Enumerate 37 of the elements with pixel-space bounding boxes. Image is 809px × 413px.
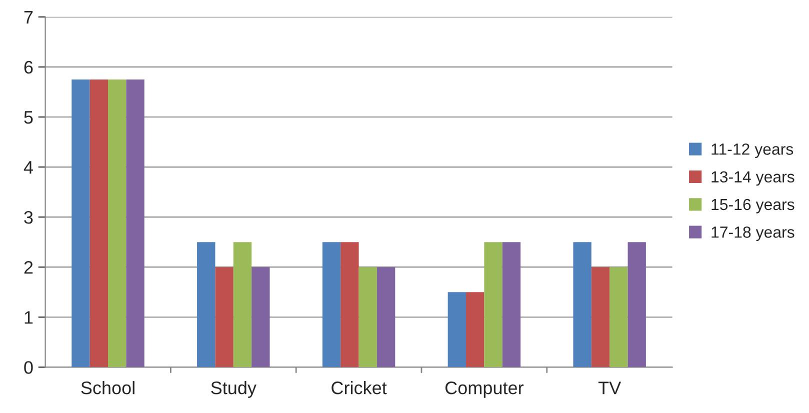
y-tick-label: 7 bbox=[24, 11, 33, 24]
bar bbox=[573, 242, 592, 368]
y-tick-label: 1 bbox=[24, 311, 33, 324]
y-tick-label: 2 bbox=[24, 261, 33, 274]
y-tick-label: 4 bbox=[24, 161, 33, 174]
bar bbox=[358, 267, 377, 368]
bar bbox=[90, 79, 108, 368]
bar bbox=[484, 242, 502, 368]
bar bbox=[502, 242, 521, 368]
bar bbox=[322, 242, 341, 368]
x-tick-label: Study bbox=[211, 381, 256, 398]
bar bbox=[340, 242, 359, 368]
bar bbox=[610, 267, 628, 368]
x-tick-label: TV bbox=[598, 382, 622, 394]
bar bbox=[108, 79, 126, 368]
legend-label: 15-16 years bbox=[712, 198, 794, 214]
bar bbox=[126, 79, 144, 368]
y-tick-label: 0 bbox=[24, 361, 33, 374]
y-tick-label: 6 bbox=[24, 60, 33, 74]
bar bbox=[215, 267, 234, 368]
y-tick-label: 3 bbox=[24, 210, 33, 224]
legend-label: 17-18 years bbox=[712, 226, 794, 241]
bar bbox=[197, 242, 216, 368]
bar bbox=[628, 242, 646, 368]
bar bbox=[591, 267, 610, 368]
bar bbox=[466, 292, 484, 368]
bar bbox=[72, 79, 90, 368]
bar bbox=[233, 242, 252, 368]
y-tick-label: 5 bbox=[24, 111, 33, 124]
x-tick-label: Computer bbox=[445, 382, 524, 398]
bar bbox=[376, 267, 396, 368]
legend-label: 11-12 years bbox=[712, 144, 794, 158]
x-tick-label: School bbox=[81, 381, 134, 394]
legend-label: 13-14 years bbox=[712, 171, 794, 186]
bar bbox=[448, 292, 466, 368]
bar bbox=[252, 267, 270, 368]
x-tick-label: Cricket bbox=[332, 381, 387, 394]
